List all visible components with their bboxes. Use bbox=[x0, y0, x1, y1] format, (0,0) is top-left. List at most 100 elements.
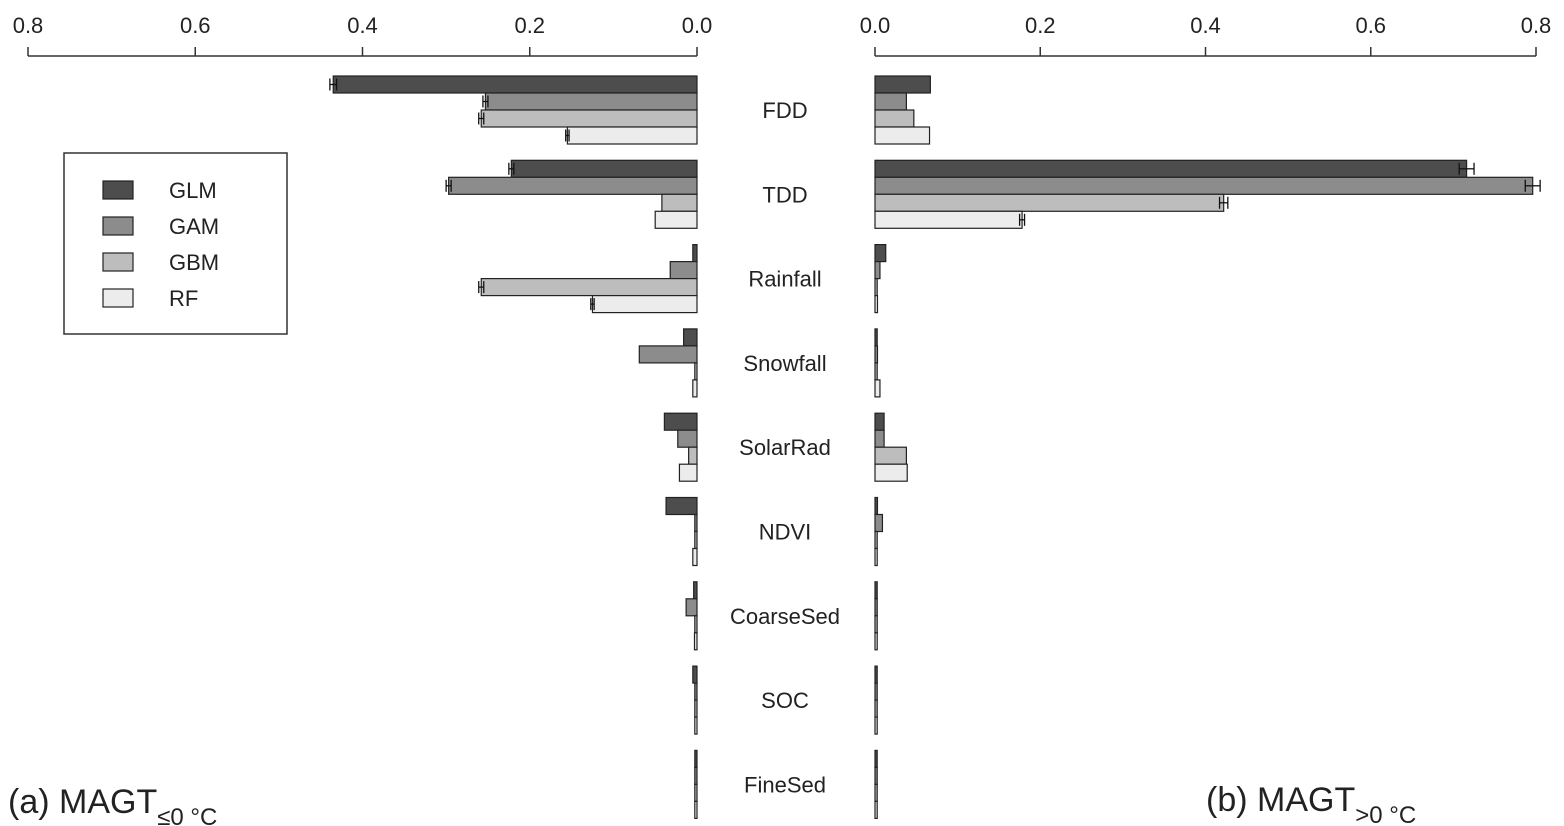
left-bar-rf-solarrad bbox=[678, 463, 698, 482]
left-bar-rf-soc bbox=[694, 716, 698, 735]
left-bar-gam-ndvi bbox=[694, 513, 698, 533]
legend-swatch-gbm bbox=[102, 252, 134, 272]
right-bar-glm-ndvi bbox=[874, 496, 879, 516]
left-panel: 0.8 0.6 0.4 0.2 0.0 bbox=[13, 13, 713, 820]
left-bar-glm-fdd bbox=[332, 75, 698, 94]
left-bar-rf-rainfall bbox=[591, 295, 698, 314]
right-bar-gam-coarsesed bbox=[874, 598, 878, 617]
right-bar-rf-snowfall bbox=[874, 379, 881, 398]
legend-label-rf: RF bbox=[169, 286, 198, 311]
right-bar-gam-fdd bbox=[874, 92, 907, 111]
right-bar-glm-finesed bbox=[874, 749, 878, 769]
legend-swatch-gam bbox=[102, 216, 134, 236]
left-bar-glm-soc bbox=[692, 665, 698, 684]
right-bar-gam-solarrad bbox=[874, 429, 885, 448]
panel-b-label: (b) MAGT>0 °C bbox=[1206, 781, 1416, 826]
right-bar-rf-ndvi bbox=[874, 547, 878, 567]
left-bar-rf-fdd bbox=[566, 126, 698, 145]
left-bar-rf-finesed bbox=[694, 800, 698, 820]
right-bar-rf-tdd bbox=[874, 210, 1023, 229]
left-bar-gam-coarsesed bbox=[685, 598, 698, 617]
legend: GLM GAM GBM RF bbox=[63, 152, 288, 335]
category-label-snowfall: Snowfall bbox=[743, 351, 826, 376]
left-bar-gbm-ndvi bbox=[694, 530, 698, 550]
left-bar-gam-tdd bbox=[448, 176, 698, 195]
left-bar-glm-finesed bbox=[694, 749, 698, 769]
category-labels: FDD TDD Rainfall Snowfall SolarRad NDVI Coarse… bbox=[730, 98, 840, 797]
right-bar-glm-soc bbox=[874, 665, 878, 684]
left-bar-glm-solarrad bbox=[663, 412, 698, 431]
left-x-tick-label: 0.0 bbox=[682, 13, 713, 38]
right-bar-gam-snowfall bbox=[874, 345, 879, 364]
left-bar-gam-snowfall bbox=[638, 345, 698, 364]
right-bar-gbm-snowfall bbox=[874, 362, 878, 381]
left-x-tick-label: 0.2 bbox=[514, 13, 545, 38]
left-bar-gam-rainfall bbox=[669, 261, 698, 280]
panel-a-title: (a) MAGT bbox=[8, 783, 157, 821]
left-bar-gam-finesed bbox=[694, 766, 698, 786]
panel-b-title: (b) MAGT bbox=[1206, 781, 1355, 819]
left-bar-rf-ndvi bbox=[692, 547, 698, 567]
left-bar-glm-ndvi bbox=[665, 496, 698, 516]
category-label-solarrad: SolarRad bbox=[739, 435, 831, 460]
left-bar-gbm-snowfall bbox=[694, 362, 698, 381]
legend-swatch-glm bbox=[102, 180, 134, 200]
left-bar-gbm-rainfall bbox=[480, 278, 698, 297]
left-bar-rf-coarsesed bbox=[693, 632, 698, 651]
right-x-tick-label: 0.2 bbox=[1025, 13, 1056, 38]
panel-b-subscript: >0 °C bbox=[1355, 802, 1416, 826]
left-bar-gam-solarrad bbox=[677, 429, 698, 448]
category-label-coarsesed: CoarseSed bbox=[730, 604, 840, 629]
right-bar-gam-ndvi bbox=[874, 513, 884, 533]
right-x-tick-label: 0.8 bbox=[1521, 13, 1552, 38]
legend-label-glm: GLM bbox=[169, 178, 217, 203]
category-label-rainfall: Rainfall bbox=[748, 267, 821, 292]
right-bar-gbm-soc bbox=[874, 699, 878, 718]
left-bar-gbm-tdd bbox=[661, 193, 698, 212]
left-bar-glm-rainfall bbox=[692, 244, 698, 263]
category-label-fdd: FDD bbox=[762, 98, 807, 123]
right-bar-glm-rainfall bbox=[874, 244, 887, 263]
right-bar-gbm-tdd bbox=[874, 193, 1225, 212]
right-bar-glm-fdd bbox=[874, 75, 931, 94]
right-panel: 0.0 0.2 0.4 0.6 0.8 bbox=[860, 13, 1552, 820]
right-bar-gam-finesed bbox=[874, 766, 878, 786]
right-bar-rf-soc bbox=[874, 716, 878, 735]
category-label-finesed: FineSed bbox=[744, 772, 826, 797]
right-bar-glm-tdd bbox=[874, 159, 1468, 178]
left-bar-glm-coarsesed bbox=[693, 581, 698, 600]
left-x-tick-label: 0.4 bbox=[347, 13, 378, 38]
left-bar-gbm-soc bbox=[694, 699, 698, 718]
panel-a-subscript: ≤0 °C bbox=[157, 804, 217, 826]
category-label-tdd: TDD bbox=[762, 182, 807, 207]
right-x-tick-label: 0.4 bbox=[1190, 13, 1221, 38]
left-bar-rf-snowfall bbox=[692, 379, 698, 398]
legend-label-gam: GAM bbox=[169, 214, 219, 239]
left-bar-glm-tdd bbox=[510, 159, 698, 178]
right-bar-rf-solarrad bbox=[874, 463, 908, 482]
right-bar-rf-coarsesed bbox=[874, 632, 878, 651]
right-bar-gam-tdd bbox=[874, 176, 1534, 195]
left-bar-gbm-coarsesed bbox=[694, 615, 698, 634]
right-bar-glm-snowfall bbox=[874, 328, 878, 347]
left-x-tick-label: 0.8 bbox=[13, 13, 44, 38]
category-label-ndvi: NDVI bbox=[759, 520, 812, 545]
right-bar-rf-rainfall bbox=[874, 295, 879, 314]
right-bar-gbm-ndvi bbox=[874, 530, 878, 550]
right-bar-gam-rainfall bbox=[874, 261, 881, 280]
panel-a-label: (a) MAGT≤0 °C bbox=[8, 783, 217, 826]
category-label-soc: SOC bbox=[761, 688, 809, 713]
right-bar-gbm-rainfall bbox=[874, 278, 878, 297]
left-bar-glm-snowfall bbox=[683, 328, 698, 347]
left-bar-gbm-solarrad bbox=[688, 446, 698, 465]
left-bar-rf-tdd bbox=[654, 210, 698, 229]
left-bar-gam-soc bbox=[694, 682, 698, 701]
right-bar-rf-finesed bbox=[874, 800, 878, 820]
right-bar-gam-soc bbox=[874, 682, 878, 701]
right-bar-glm-coarsesed bbox=[874, 581, 878, 600]
right-bar-gbm-finesed bbox=[874, 783, 878, 803]
left-bar-gbm-fdd bbox=[480, 109, 698, 128]
legend-label-gbm: GBM bbox=[169, 250, 219, 275]
right-bar-gbm-coarsesed bbox=[874, 615, 878, 634]
